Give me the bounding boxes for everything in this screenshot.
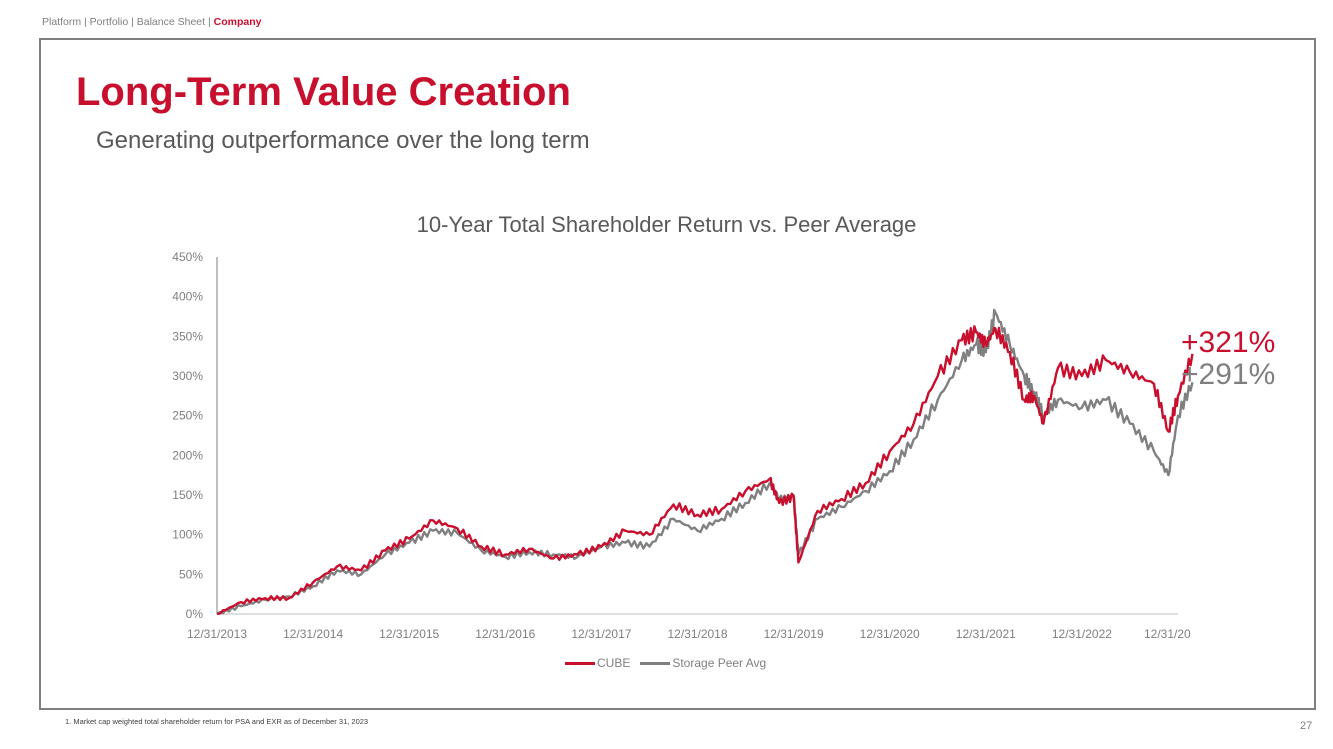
x-tick-label: 12/31/2015 — [379, 627, 439, 641]
x-tick-label: 12/31/2018 — [667, 627, 727, 641]
page-title: Long-Term Value Creation — [76, 70, 571, 114]
x-axis: 12/31/2013 12/31/2014 12/31/2015 12/31/2016… — [187, 613, 1191, 641]
x-tick-label: 12/31/2016 — [475, 627, 535, 641]
legend-swatch-peer — [640, 661, 671, 665]
breadcrumb-item-portfolio[interactable]: Portfolio — [89, 16, 129, 28]
footnote: 1. Market cap weighted total shareholder… — [65, 717, 369, 726]
y-tick-label: 0% — [186, 607, 204, 621]
x-tick-label: 12/31/20 — [1144, 627, 1191, 641]
y-axis: 0% 50% 100% 150% 200% 250% 300% 350% 400% 450% — [172, 250, 218, 621]
legend-label-peer: Storage Peer Avg — [672, 656, 767, 670]
y-tick-label: 150% — [172, 488, 203, 502]
page-subtitle: Generating outperformance over the long … — [96, 127, 590, 154]
legend-swatch-cube — [565, 661, 595, 665]
y-tick-label: 400% — [172, 290, 203, 304]
cube-end-label: +321% — [1181, 326, 1276, 359]
y-tick-label: 200% — [172, 448, 203, 462]
x-tick-label: 12/31/2019 — [764, 627, 824, 641]
content-frame — [39, 38, 1316, 710]
legend-label-cube: CUBE — [597, 656, 631, 670]
breadcrumb-item-balance-sheet[interactable]: Balance Sheet — [136, 16, 206, 28]
peer-end-label: +291% — [1181, 358, 1276, 391]
y-tick-label: 450% — [172, 250, 203, 264]
breadcrumb: Platform | Portfolio | Balance Sheet | C… — [42, 16, 262, 28]
y-tick-label: 250% — [172, 409, 203, 423]
y-tick-label: 300% — [172, 369, 203, 383]
chart-title: 10-Year Total Shareholder Return vs. Pee… — [416, 212, 917, 237]
y-tick-label: 50% — [179, 567, 203, 581]
legend-item-cube: CUBE — [565, 656, 630, 670]
x-tick-label: 12/31/2021 — [956, 627, 1016, 641]
page-number: 27 — [1300, 720, 1313, 732]
x-tick-label: 12/31/2022 — [1052, 627, 1112, 641]
y-tick-label: 350% — [172, 329, 203, 343]
y-tick-label: 100% — [172, 528, 203, 542]
cube-series-line — [216, 325, 1194, 616]
x-tick-label: 12/31/2020 — [860, 627, 920, 641]
x-tick-label: 12/31/2017 — [571, 627, 631, 641]
breadcrumb-item-platform[interactable]: Platform — [42, 16, 82, 28]
x-tick-label: 12/31/2013 — [187, 627, 247, 641]
chart-legend: CUBE Storage Peer Avg — [565, 656, 766, 670]
series-lines — [216, 308, 1194, 616]
legend-item-peer: Storage Peer Avg — [640, 656, 766, 670]
breadcrumb-item-company[interactable]: Company — [213, 16, 262, 28]
x-tick-label: 12/31/2014 — [283, 627, 343, 641]
